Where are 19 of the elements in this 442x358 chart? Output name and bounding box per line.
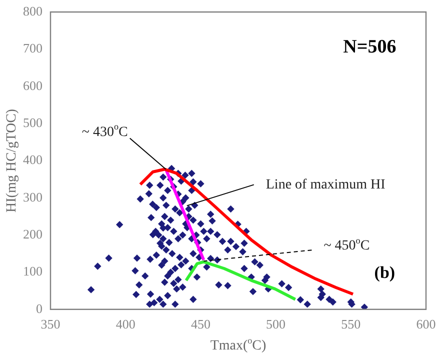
x-tick-label: 450 (190, 316, 210, 332)
annotation: Line of maximum HI (266, 177, 386, 192)
y-tick-label: 500 (23, 114, 42, 130)
x-tick-label: 350 (40, 316, 60, 332)
y-tick-label: 600 (23, 78, 42, 93)
x-tick-label: 400 (116, 316, 136, 332)
y-tick-label: 300 (23, 189, 42, 204)
y-tick-label: 200 (23, 226, 42, 242)
x-tick-label: 600 (416, 316, 436, 332)
x-tick-label: 550 (341, 316, 361, 332)
annotation: N=506 (343, 36, 396, 58)
annotation: (b) (374, 263, 396, 282)
y-tick-label: 700 (23, 40, 42, 56)
y-tick-label: 800 (23, 3, 42, 18)
x-tick-label: 500 (266, 316, 286, 332)
y-axis-title: HI(mg HC/gTOC) (4, 108, 20, 212)
y-tick-label: 100 (23, 264, 42, 279)
y-tick-label: 0 (36, 300, 42, 316)
y-tick-label: 400 (23, 152, 42, 168)
